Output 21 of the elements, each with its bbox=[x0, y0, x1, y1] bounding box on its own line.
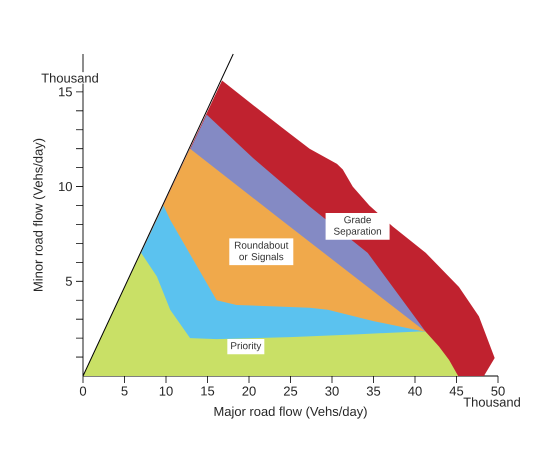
x-tick-label: 5 bbox=[121, 386, 128, 396]
x-tick-label: 20 bbox=[242, 386, 256, 396]
y-tick-label: 5 bbox=[66, 276, 72, 286]
x-tick-label: 10 bbox=[160, 386, 173, 396]
x-tick-label: 50 bbox=[491, 386, 505, 396]
y-tick-label: 10 bbox=[59, 182, 72, 192]
x-tick-label: 30 bbox=[325, 386, 339, 396]
x-tick-label: 45 bbox=[450, 386, 464, 396]
annotation: Thousand bbox=[41, 73, 98, 83]
x-tick-label: 15 bbox=[201, 386, 214, 396]
text: Thousand bbox=[463, 397, 520, 407]
y-axis-title: Minor road flow (Vehs/day) bbox=[33, 138, 46, 291]
series-label: Grade Separation bbox=[334, 216, 382, 237]
x-tick-label: 35 bbox=[366, 386, 380, 396]
y-tick-label: 15 bbox=[59, 87, 72, 96]
x-axis-title: Major road flow (Vehs/day) bbox=[214, 406, 367, 419]
x-tick-label: 25 bbox=[284, 386, 298, 396]
series-label: Priority bbox=[231, 342, 262, 352]
x-tick-label: 0 bbox=[80, 386, 86, 396]
x-tick-label: 40 bbox=[408, 386, 422, 396]
series-label: Roundabout or Signals bbox=[234, 241, 288, 262]
